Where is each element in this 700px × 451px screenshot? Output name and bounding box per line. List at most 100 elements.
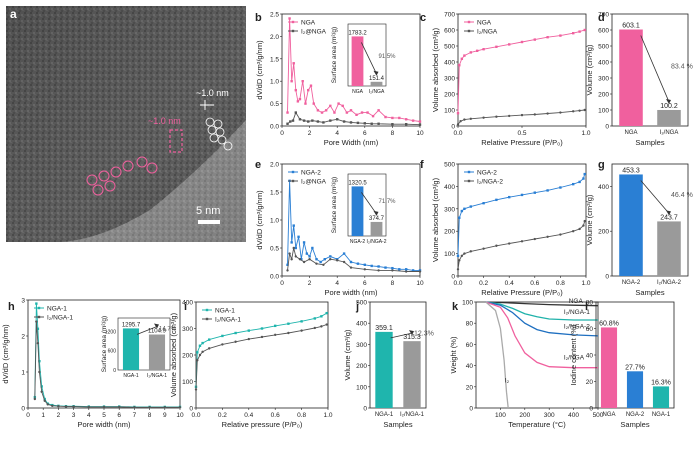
chart-f-point: [533, 237, 536, 241]
chart-i-xtick-label: 0.0: [191, 412, 200, 419]
chart-k-xtick-label: 300: [544, 412, 555, 419]
chart-f-point: [508, 242, 511, 245]
chart-e-point: [398, 268, 401, 271]
chart-b-point: [312, 102, 315, 105]
chart-f-series-line: [457, 173, 586, 256]
chart-b-xtick-label: 8: [391, 130, 395, 137]
chart-b-point: [384, 115, 387, 119]
chart-e-point: [315, 258, 318, 261]
chart-f-point: [533, 191, 536, 194]
chart-b-point: [329, 104, 332, 108]
chart-h-legend-label: I₂/NGA-1: [47, 315, 73, 322]
chart-d-category-label: NGA: [624, 130, 637, 136]
chart-h-point: [51, 404, 54, 408]
chart-f-point: [583, 172, 586, 176]
chart-f-xtick-label: 0.0: [453, 280, 462, 287]
chart-d-category-label: I₂/NGA: [660, 130, 679, 136]
chart-b-frame: [281, 13, 421, 127]
chart-h-xtick-label: 0: [26, 412, 30, 419]
chart-b-point: [418, 123, 422, 126]
chart-f-point: [572, 230, 575, 233]
chart-b-point: [377, 109, 380, 112]
chart-j-ytick-label: 200: [356, 363, 367, 370]
chart-c-legend-marker: [467, 20, 471, 24]
chart-i-series-line: [195, 312, 327, 387]
chart-h-inset-ytick-label: 1200: [105, 329, 116, 335]
chart-j-bar: [403, 341, 421, 408]
chart-b-point: [398, 116, 401, 120]
chart-h-ytick-label: 2: [21, 334, 25, 341]
chart-b-inset-arrow: [361, 42, 377, 74]
chart-k-frame: [475, 301, 599, 409]
chart-k-series-label: NGA: [569, 298, 584, 305]
chart-i-point: [325, 323, 328, 326]
chart-h-legend-marker: [37, 306, 41, 310]
chart-c-point: [508, 114, 511, 118]
chart-e-ytick-label: 0.5: [270, 246, 279, 253]
panel-letter-l: l: [585, 301, 588, 313]
chart-d-ylabel: Volume (cm³/g): [585, 44, 594, 95]
chart-d-arrowhead: [666, 98, 671, 104]
chart-g-data-label: 243.7: [660, 214, 678, 221]
chart-e-inset-bar: [351, 186, 364, 236]
chart-l-ytick-label: 80: [586, 300, 594, 307]
chart-j: 0 100 200 300 400 500 Samples Volume (cm³/g) 359…: [343, 300, 434, 430]
chart-e-point: [391, 269, 394, 272]
chart-h-xlabel: Pore width (nm): [78, 420, 131, 429]
chart-k-ytick-label: 100: [462, 300, 473, 307]
chart-j-ytick-label: 300: [356, 342, 367, 349]
white-pore-circles: [205, 117, 233, 151]
chart-b-point: [370, 122, 373, 125]
chart-e-point: [384, 266, 387, 269]
chart-j-ytick-label: 0: [363, 406, 367, 413]
chart-e-point: [342, 252, 346, 255]
chart-b-point: [411, 119, 415, 122]
chart-e-legend-marker: [291, 179, 295, 183]
chart-c-xlabel: Relative Pressure (P/P₀): [481, 138, 563, 147]
chart-c-ytick-label: 500: [444, 44, 455, 51]
chart-e-inset-arrowhead: [373, 210, 379, 216]
chart-h-point: [163, 406, 166, 409]
chart-h-inset: 1295.7 NGA-1 1104.9 I₂/NGA-1 14.7% 0 600 1200Su…: [96, 310, 178, 384]
chart-e-point: [302, 260, 306, 264]
chart-i-series-line: [195, 324, 327, 390]
chart-i-point: [196, 351, 199, 354]
chart-j-xlabel: Samples: [383, 420, 412, 429]
chart-h-xtick-label: 6: [117, 412, 121, 419]
chart-e-point: [300, 258, 303, 261]
chart-i-point: [198, 344, 202, 347]
chart-h-point: [178, 406, 182, 409]
chart-b-legend-marker: [291, 20, 295, 24]
chart-b-legend-label: I₂@NGA: [301, 29, 327, 36]
chart-f-point: [583, 219, 586, 223]
chart-b-point: [349, 121, 353, 124]
chart-l-bar: [600, 327, 618, 408]
chart-j-arrow: [390, 332, 413, 339]
chart-e-point: [290, 241, 293, 244]
pink-pore-circles: [86, 156, 158, 196]
chart-e-point: [370, 264, 373, 268]
chart-b-inset-arrowhead: [373, 70, 379, 76]
panel-letter-h: h: [8, 301, 15, 313]
chart-h-point: [35, 302, 38, 305]
scale-bar: [198, 220, 220, 224]
chart-h-point: [72, 405, 75, 408]
chart-i-ytick-label: 0: [189, 406, 193, 413]
panel-letter-g: g: [598, 159, 605, 171]
chart-e-inset-bar: [370, 221, 383, 236]
panel-letter-a: a: [10, 7, 17, 21]
chart-b-point: [366, 111, 369, 114]
chart-i-xtick-label: 1.0: [323, 412, 332, 419]
chart-h-xtick-label: 4: [87, 412, 91, 419]
chart-b-legend-label: NGA: [301, 20, 316, 27]
chart-b-point: [341, 104, 344, 108]
chart-h-point: [33, 397, 37, 401]
chart-i-ytick-label: 400: [182, 300, 193, 307]
chart-h-xtick-label: 8: [148, 412, 152, 419]
chart-e-point: [363, 268, 366, 271]
chart-l-ytick-label: 60: [586, 326, 594, 333]
chart-b-point: [298, 118, 302, 121]
chart-i-point: [194, 388, 198, 391]
chart-h-point: [148, 406, 151, 409]
panel-letter-e: e: [255, 159, 261, 171]
